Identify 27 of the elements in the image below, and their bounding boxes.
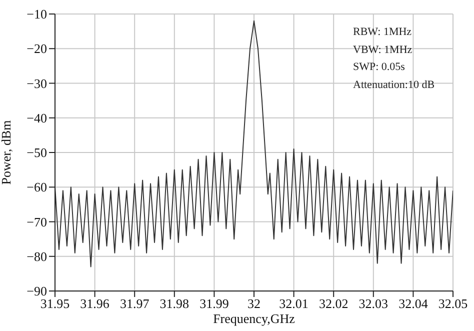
y-tick-label: −80 (26, 248, 47, 264)
x-tick-label: 31.97 (120, 296, 150, 312)
y-tick-label: −90 (26, 284, 47, 299)
y-tick-label: −60 (26, 180, 47, 195)
x-tick-label: 32.04 (398, 296, 428, 312)
x-tick-label: 31.99 (200, 296, 229, 312)
y-tick-label: −30 (26, 76, 47, 91)
y-tick-label: −70 (26, 214, 47, 230)
x-tick-label: 31.98 (160, 296, 190, 312)
x-axis-title: Frequency,GHz (213, 311, 296, 326)
annotation: SWP: 0.05s (353, 60, 406, 75)
x-tick-label: 32 (248, 296, 260, 312)
line-series (55, 20, 453, 268)
annotation: RBW: 1MHz (353, 25, 413, 40)
y-tick-label: −20 (26, 41, 47, 56)
x-tick-label: 32.03 (358, 296, 388, 312)
x-tick-label: 31.96 (80, 296, 110, 312)
x-tick-label: 32.05 (438, 296, 468, 312)
y-axis-title: Power, dBm (0, 120, 14, 185)
x-tick-label: 32.01 (279, 296, 308, 312)
annotation: Attenuation:10 dB (353, 78, 435, 92)
annotation: VBW: 1MHz (353, 42, 414, 58)
y-tick-label: −10 (26, 6, 47, 22)
y-tick-label: −50 (26, 145, 47, 160)
x-tick-label: 31.95 (40, 296, 70, 312)
y-tick-label: −40 (26, 110, 47, 126)
x-tick-label: 32.02 (318, 296, 348, 312)
